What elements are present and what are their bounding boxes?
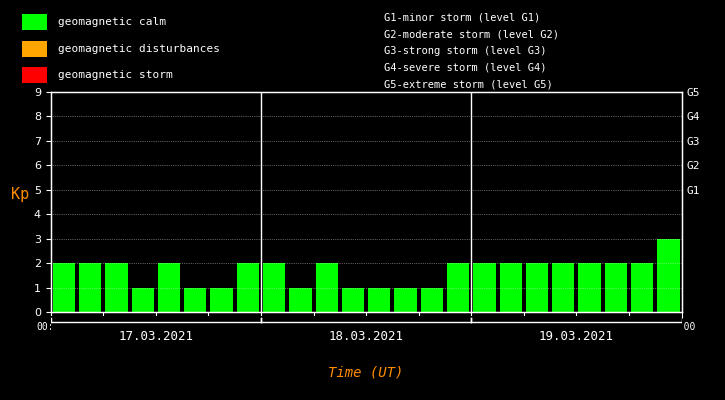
Text: 18.03.2021: 18.03.2021 (328, 330, 404, 343)
Bar (158, 263, 181, 312)
Bar (315, 263, 338, 312)
Bar (22, 41, 47, 57)
Text: G1-minor storm (level G1): G1-minor storm (level G1) (384, 13, 540, 22)
Bar (447, 263, 469, 312)
Bar (210, 288, 233, 312)
Text: 19.03.2021: 19.03.2021 (539, 330, 614, 343)
Bar (22, 14, 47, 30)
Bar (131, 288, 154, 312)
Text: G4-severe storm (level G4): G4-severe storm (level G4) (384, 63, 546, 73)
Bar (53, 263, 75, 312)
Text: 17.03.2021: 17.03.2021 (118, 330, 194, 343)
Bar (473, 263, 496, 312)
Bar (263, 263, 286, 312)
Bar (184, 288, 207, 312)
Y-axis label: Kp: Kp (11, 187, 29, 202)
Bar (105, 263, 128, 312)
Bar (289, 288, 312, 312)
Bar (657, 239, 679, 312)
Text: G5-extreme storm (level G5): G5-extreme storm (level G5) (384, 80, 552, 90)
Bar (500, 263, 522, 312)
Bar (526, 263, 548, 312)
Bar (631, 263, 653, 312)
Text: Time (UT): Time (UT) (328, 365, 404, 379)
Bar (341, 288, 364, 312)
Bar (552, 263, 574, 312)
Bar (420, 288, 443, 312)
Bar (22, 67, 47, 83)
Bar (79, 263, 102, 312)
Bar (236, 263, 259, 312)
Bar (368, 288, 391, 312)
Bar (605, 263, 627, 312)
Text: geomagnetic calm: geomagnetic calm (58, 17, 166, 27)
Bar (394, 288, 417, 312)
Bar (579, 263, 601, 312)
Text: geomagnetic storm: geomagnetic storm (58, 70, 173, 80)
Text: geomagnetic disturbances: geomagnetic disturbances (58, 44, 220, 54)
Text: G3-strong storm (level G3): G3-strong storm (level G3) (384, 46, 546, 56)
Text: G2-moderate storm (level G2): G2-moderate storm (level G2) (384, 29, 559, 39)
